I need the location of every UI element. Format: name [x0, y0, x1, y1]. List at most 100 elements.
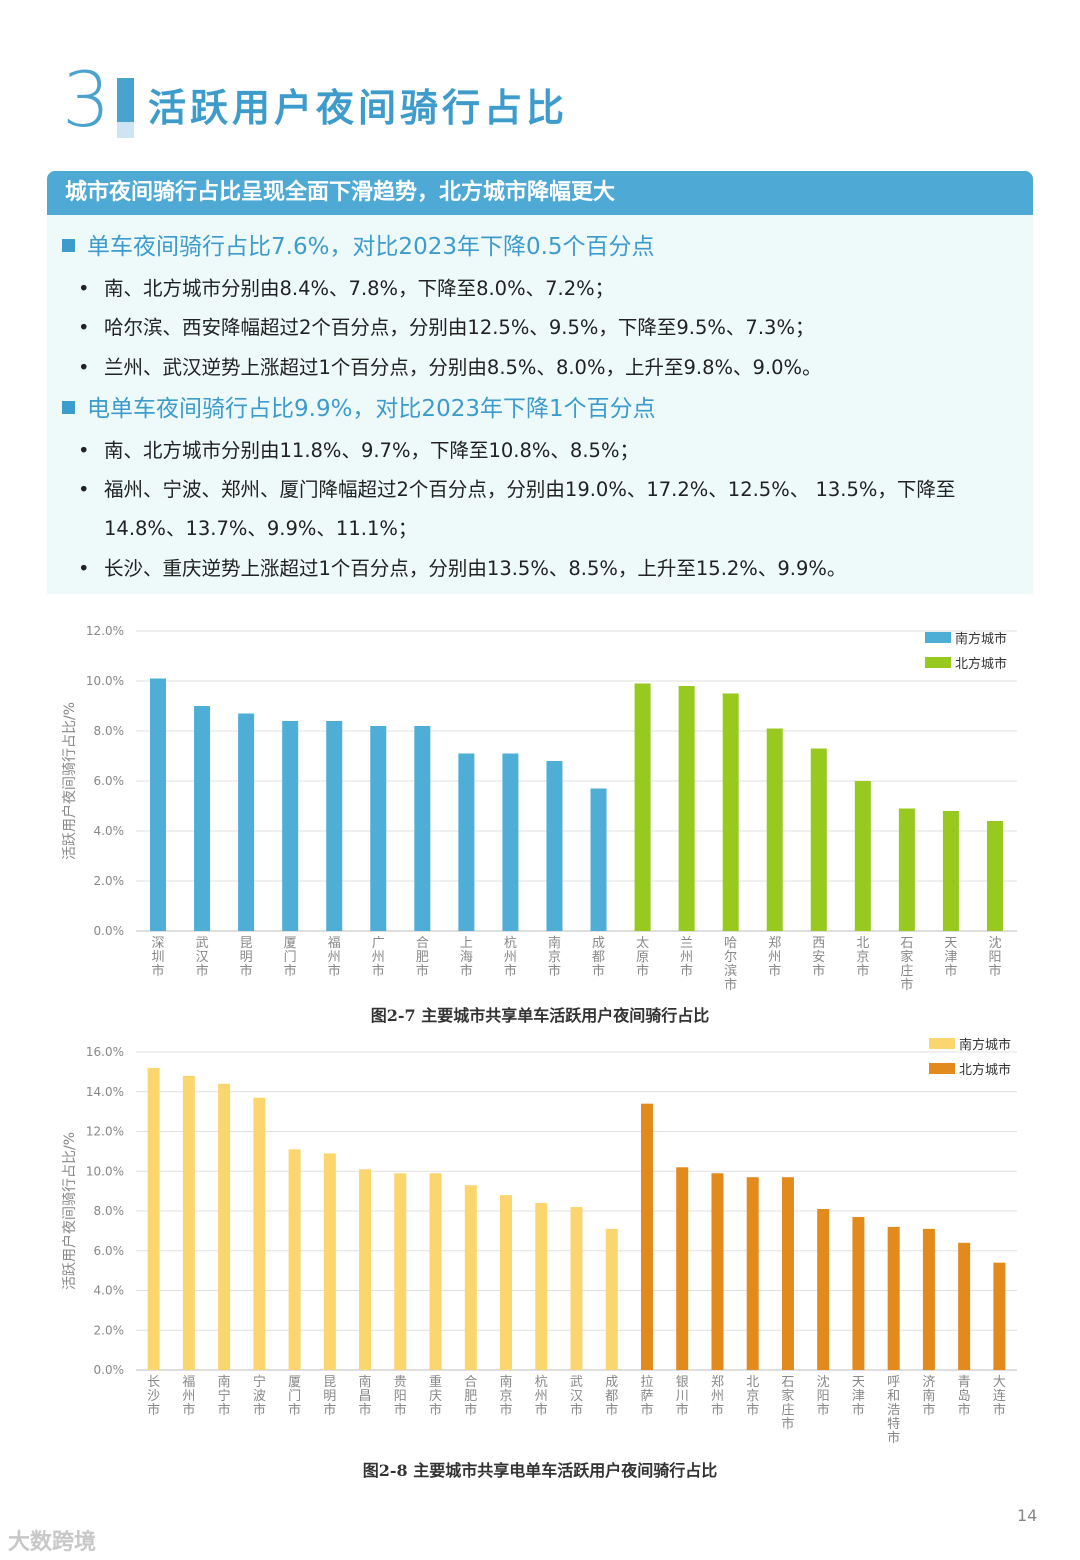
bar: [640, 1103, 653, 1370]
bar: [898, 808, 915, 931]
x-tick-label: 大连市: [993, 1375, 1006, 1418]
bar: [986, 821, 1003, 931]
list-item-text: 长沙、重庆逆势上涨超过1个百分点，分别由13.5%、8.5%，上升至15.2%、…: [104, 557, 847, 580]
x-tick-label: 郑州市: [768, 936, 781, 979]
x-tick-label: 哈尔滨市: [724, 936, 737, 993]
bar: [942, 811, 959, 931]
legend-swatch: [929, 1038, 955, 1049]
bar: [810, 748, 827, 931]
bar: [766, 728, 783, 931]
x-tick-label: 昆明市: [323, 1375, 336, 1418]
bar: [323, 1153, 336, 1370]
x-tick-label: 南宁市: [218, 1374, 231, 1418]
legend-swatch: [929, 1063, 955, 1074]
ebike-heading-text: 电单车夜间骑行占比9.9%，对比2023年下降1个百分点: [87, 396, 656, 422]
bar: [993, 1262, 1006, 1370]
x-tick-label: 北京市: [746, 1375, 759, 1418]
list-item-text: 福州、宁波、郑州、厦门降幅超过2个百分点，分别由19.0%、17.2%、12.5…: [104, 478, 956, 501]
list-item-continuation: 14.8%、13.7%、9.9%、11.1%；: [104, 517, 418, 540]
bar: [854, 781, 871, 931]
section-accent-bar: [117, 78, 134, 122]
legend-label: 北方城市: [955, 656, 1007, 672]
x-tick-label: 北京市: [856, 936, 869, 979]
y-tick-label: 2.0%: [94, 1323, 125, 1337]
bar: [194, 706, 211, 931]
summary-panel: [47, 215, 1033, 594]
summary-banner: 城市夜间骑行占比呈现全面下滑趋势，北方城市降幅更大: [47, 171, 1033, 215]
x-tick-label: 杭州市: [535, 1375, 548, 1418]
y-tick-label: 14.0%: [86, 1085, 124, 1099]
bar: [605, 1228, 618, 1370]
bike-heading-text: 单车夜间骑行占比7.6%，对比2023年下降0.5个百分点: [87, 234, 655, 260]
list-item: • 哈尔滨、西安降幅超过2个百分点，分别由12.5%、9.5%，下降至9.5%、7…: [78, 316, 815, 339]
y-tick-label: 0.0%: [94, 924, 125, 938]
list-item: • 兰州、武汉逆势上涨超过1个百分点，分别由8.5%、8.0%，上升至9.8%、9…: [78, 356, 822, 379]
x-tick-label: 重庆市: [429, 1374, 442, 1418]
list-item-text: 南、北方城市分别由11.8%、9.7%，下降至10.8%、8.5%；: [104, 439, 639, 462]
bike-night-ratio-chart: 0.0% 2.0% 4.0% 6.0% 8.0% 10.0% 12.0% 活跃用户夜间骑行占比…: [61, 624, 1017, 993]
y-tick-label: 6.0%: [94, 1244, 125, 1258]
list-item: • 福州、宁波、郑州、厦门降幅超过2个百分点，分别由19.0%、17.2%、12.…: [78, 478, 956, 501]
bar: [958, 1242, 971, 1370]
x-tick-label: 呼和浩特市: [887, 1375, 900, 1446]
x-tick-label: 郑州市: [711, 1375, 724, 1418]
x-tick-label: 沈阳市: [988, 936, 1001, 979]
bar: [678, 686, 695, 931]
y-tick-label: 10.0%: [86, 674, 124, 688]
x-tick-label: 青岛市: [958, 1375, 971, 1418]
legend-swatch: [925, 657, 951, 668]
bar: [711, 1173, 724, 1370]
bar: [852, 1216, 865, 1370]
bar: [500, 1195, 513, 1370]
y-tick-label: 10.0%: [86, 1164, 124, 1178]
x-tick-label: 南京市: [548, 935, 561, 979]
x-tick-label: 石家庄市: [900, 936, 913, 993]
y-tick-label: 0.0%: [94, 1363, 125, 1377]
y-tick-label: 8.0%: [94, 1204, 125, 1218]
bar: [429, 1173, 442, 1370]
bar: [370, 726, 387, 931]
x-tick-label: 天津市: [944, 936, 957, 979]
chart2-caption: 图2-8 主要城市共享电单车活跃用户夜间骑行占比: [362, 1461, 718, 1480]
square-bullet-icon: [62, 401, 75, 414]
x-tick-label: 长沙市: [147, 1375, 160, 1418]
bar: [746, 1177, 759, 1370]
bar: [535, 1203, 548, 1370]
ebike-night-ratio-chart: 0.0% 2.0% 4.0% 6.0% 8.0% 10.0% 12.0% 14.0% 16.0%…: [61, 1037, 1017, 1446]
bar: [238, 713, 255, 931]
bar: [288, 1149, 301, 1370]
x-tick-label: 成都市: [605, 1375, 618, 1418]
x-tick-label: 石家庄市: [781, 1375, 794, 1432]
x-tick-label: 武汉市: [570, 1375, 583, 1418]
bar: [922, 1228, 935, 1370]
bar: [282, 721, 299, 931]
section-title: 活跃用户夜间骑行占比: [148, 86, 569, 130]
y-tick-label: 4.0%: [94, 1284, 125, 1298]
y-tick-label: 4.0%: [94, 824, 125, 838]
x-tick-label: 贵阳市: [394, 1375, 407, 1418]
bar: [590, 788, 607, 931]
bar: [253, 1097, 266, 1370]
x-tick-label: 昆明市: [240, 936, 253, 979]
bar: [359, 1169, 372, 1370]
x-tick-label: 西安市: [812, 936, 825, 979]
bar: [781, 1177, 794, 1370]
bar: [182, 1075, 195, 1370]
section-accent-bar-light: [117, 122, 134, 138]
list-item-text: 哈尔滨、西安降幅超过2个百分点，分别由12.5%、9.5%，下降至9.5%、7.…: [104, 316, 815, 339]
x-tick-label: 银川市: [676, 1375, 689, 1418]
section-number: 3: [62, 55, 111, 144]
chart1-caption: 图2-7 主要城市共享单车活跃用户夜间骑行占比: [370, 1006, 710, 1025]
x-tick-label: 深圳市: [152, 936, 165, 979]
bar: [326, 721, 343, 931]
x-tick-label: 合肥市: [464, 1375, 477, 1418]
legend-label: 南方城市: [955, 631, 1007, 647]
x-tick-label: 南昌市: [359, 1374, 372, 1418]
square-bullet-icon: [62, 239, 75, 252]
x-tick-label: 宁波市: [253, 1374, 266, 1418]
x-tick-label: 太原市: [636, 936, 649, 979]
bar: [722, 693, 739, 931]
x-tick-label: 合肥市: [416, 936, 429, 979]
x-tick-label: 厦门市: [284, 936, 297, 979]
bar: [218, 1083, 231, 1370]
